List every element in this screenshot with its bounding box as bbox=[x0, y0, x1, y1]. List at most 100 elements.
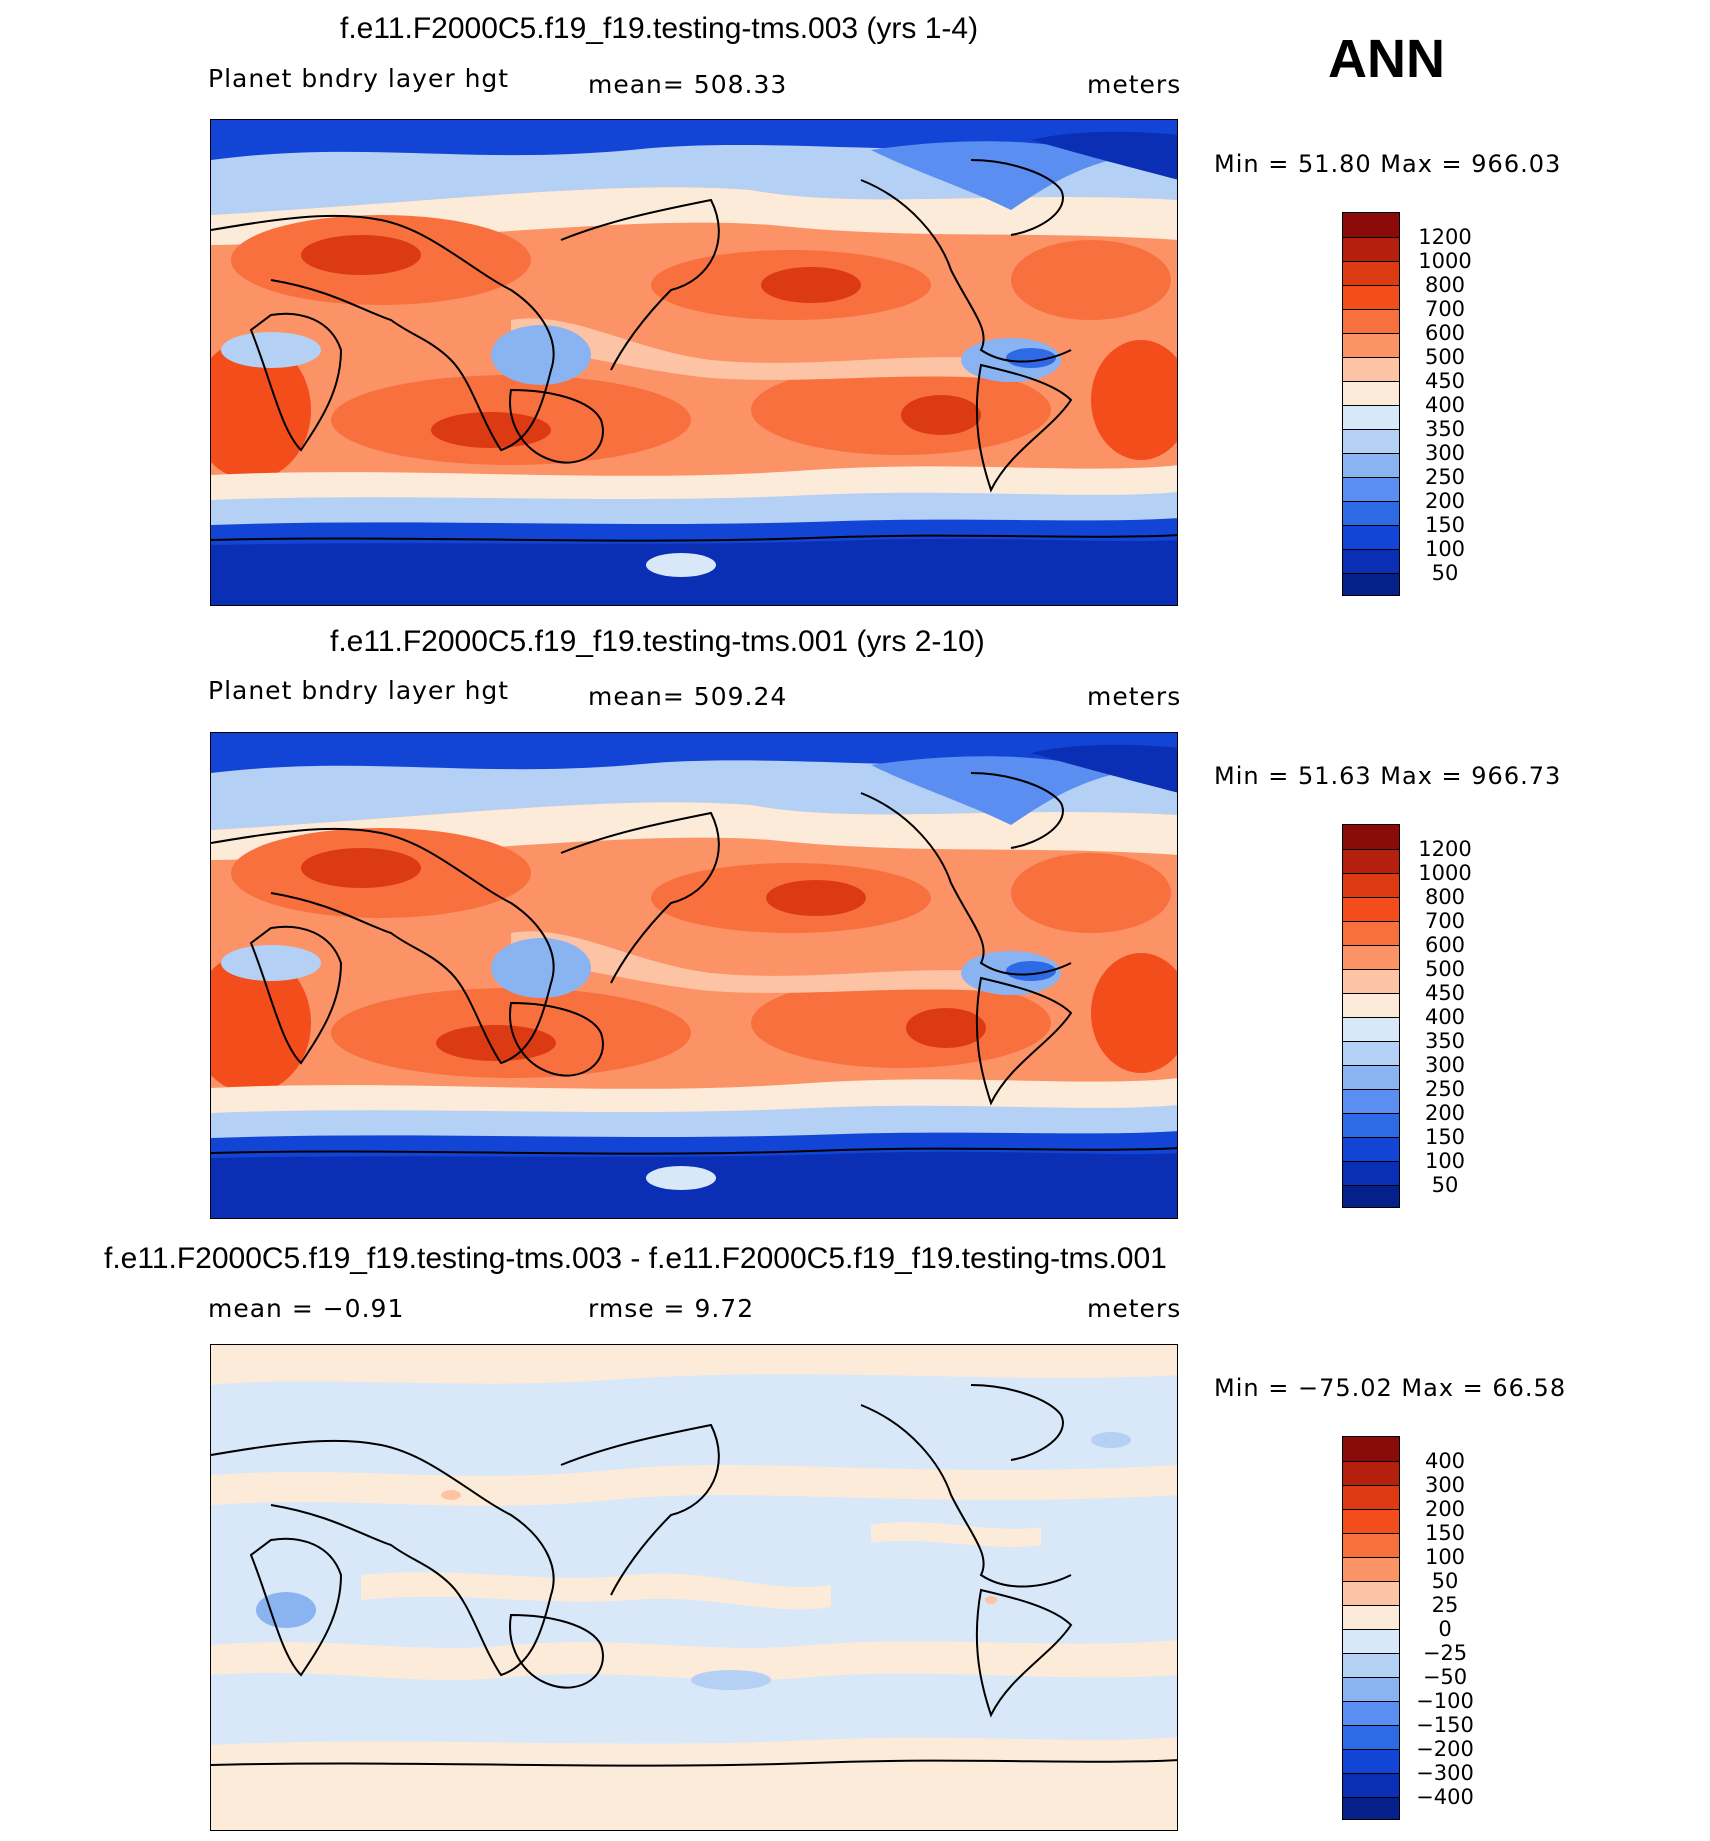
panel-2-tick: 600 bbox=[1424, 933, 1466, 957]
panel-1-title: f.e11.F2000C5.f19_f19.testing-tms.003 (y… bbox=[340, 12, 979, 45]
panel-1-map bbox=[210, 119, 1178, 606]
colorbar-1-box-13 bbox=[1343, 501, 1399, 525]
panel-3-mean: mean = −0.91 bbox=[208, 1294, 405, 1323]
panel-3-tick: 400 bbox=[1424, 1449, 1466, 1473]
colorbar-3-box-5 bbox=[1343, 1533, 1399, 1557]
panel-1-colorbar bbox=[1342, 212, 1400, 596]
colorbar-2-box-14 bbox=[1343, 1137, 1399, 1161]
colorbar-1-box-2 bbox=[1343, 237, 1399, 261]
colorbar-1-box-12 bbox=[1343, 477, 1399, 501]
colorbar-2-box-15 bbox=[1343, 1161, 1399, 1185]
colorbar-2-box-3 bbox=[1343, 873, 1399, 897]
panel-1-mean: mean= 508.33 bbox=[588, 70, 788, 99]
panel-2-tick: 300 bbox=[1424, 1053, 1466, 1077]
colorbar-2-box-10 bbox=[1343, 1041, 1399, 1065]
panel-1-tick: 100 bbox=[1424, 537, 1466, 561]
panel-3-title: f.e11.F2000C5.f19_f19.testing-tms.003 - … bbox=[104, 1242, 1167, 1275]
colorbar-3-box-14 bbox=[1343, 1749, 1399, 1773]
colorbar-3-box-15 bbox=[1343, 1773, 1399, 1797]
panel-3-tick: 100 bbox=[1424, 1545, 1466, 1569]
panel-1-tick: 150 bbox=[1424, 513, 1466, 537]
colorbar-3-box-6 bbox=[1343, 1557, 1399, 1581]
colorbar-3-box-16 bbox=[1343, 1797, 1399, 1819]
colorbar-1-box-15 bbox=[1343, 549, 1399, 573]
panel-2-tick: 150 bbox=[1424, 1125, 1466, 1149]
colorbar-3-box-2 bbox=[1343, 1461, 1399, 1485]
panel-3-units: meters bbox=[1087, 1294, 1182, 1323]
panel-2-colorbar bbox=[1342, 824, 1400, 1208]
colorbar-3-box-8 bbox=[1343, 1605, 1399, 1629]
panel-1-minmax: Min = 51.80 Max = 966.03 bbox=[1214, 150, 1562, 178]
panel-3-tick: 50 bbox=[1431, 1569, 1459, 1593]
panel-3-tick: −50 bbox=[1422, 1665, 1468, 1689]
colorbar-1-box-16 bbox=[1343, 573, 1399, 595]
panel-2-tick: 800 bbox=[1424, 885, 1466, 909]
panel-2-variable: Planet bndry layer hgt bbox=[208, 676, 510, 705]
panel-1-tick: 500 bbox=[1424, 345, 1466, 369]
panel-3-rmse: rmse = 9.72 bbox=[588, 1294, 755, 1323]
panel-2-tick: 200 bbox=[1424, 1101, 1466, 1125]
panel-2-title: f.e11.F2000C5.f19_f19.testing-tms.001 (y… bbox=[330, 625, 985, 658]
panel-1-tick: 400 bbox=[1424, 393, 1466, 417]
panel-2-mean: mean= 509.24 bbox=[588, 682, 788, 711]
colorbar-3-box-13 bbox=[1343, 1725, 1399, 1749]
colorbar-1-box-10 bbox=[1343, 429, 1399, 453]
panel-2-field bbox=[211, 733, 1177, 1218]
colorbar-1-box-5 bbox=[1343, 309, 1399, 333]
colorbar-2-box-12 bbox=[1343, 1089, 1399, 1113]
colorbar-3-box-9 bbox=[1343, 1629, 1399, 1653]
panel-1-tick: 50 bbox=[1431, 561, 1459, 585]
colorbar-1-box-9 bbox=[1343, 405, 1399, 429]
panel-3-tick: −100 bbox=[1416, 1689, 1474, 1713]
panel-3-tick: 150 bbox=[1424, 1521, 1466, 1545]
panel-3-tick: 200 bbox=[1424, 1497, 1466, 1521]
panel-3-map bbox=[210, 1344, 1178, 1831]
panel-3-field bbox=[211, 1345, 1177, 1830]
panel-2-tick: 1000 bbox=[1418, 861, 1472, 885]
colorbar-3-box-4 bbox=[1343, 1509, 1399, 1533]
panel-1-tick: 300 bbox=[1424, 441, 1466, 465]
panel-2-tick: 50 bbox=[1431, 1173, 1459, 1197]
colorbar-1-box-11 bbox=[1343, 453, 1399, 477]
panel-1-variable: Planet bndry layer hgt bbox=[208, 64, 510, 93]
panel-2-tick: 400 bbox=[1424, 1005, 1466, 1029]
colorbar-3-box-7 bbox=[1343, 1581, 1399, 1605]
panel-1-tick: 450 bbox=[1424, 369, 1466, 393]
colorbar-2-box-8 bbox=[1343, 993, 1399, 1017]
colorbar-1-box-3 bbox=[1343, 261, 1399, 285]
panel-3-tick: 0 bbox=[1438, 1617, 1452, 1641]
panel-1-tick: 250 bbox=[1424, 465, 1466, 489]
colorbar-3-box-10 bbox=[1343, 1653, 1399, 1677]
panel-3-tick: −400 bbox=[1416, 1785, 1474, 1809]
panel-3-minmax: Min = −75.02 Max = 66.58 bbox=[1214, 1374, 1567, 1402]
colorbar-1-box-8 bbox=[1343, 381, 1399, 405]
panel-2-tick: 350 bbox=[1424, 1029, 1466, 1053]
panel-1-field bbox=[211, 120, 1177, 605]
panel-3-tick: 25 bbox=[1431, 1593, 1459, 1617]
panel-3-colorbar bbox=[1342, 1436, 1400, 1820]
panel-3-tick: −150 bbox=[1416, 1713, 1474, 1737]
colorbar-2-box-7 bbox=[1343, 969, 1399, 993]
panel-2-units: meters bbox=[1087, 682, 1182, 711]
panel-3-tick: 300 bbox=[1424, 1473, 1466, 1497]
colorbar-3-box-12 bbox=[1343, 1701, 1399, 1725]
colorbar-3-box-3 bbox=[1343, 1485, 1399, 1509]
panel-2-tick: 100 bbox=[1424, 1149, 1466, 1173]
panel-2-tick: 1200 bbox=[1418, 837, 1472, 861]
colorbar-2-box-2 bbox=[1343, 849, 1399, 873]
colorbar-2-box-4 bbox=[1343, 897, 1399, 921]
panel-1-tick: 1200 bbox=[1418, 225, 1472, 249]
panel-3-tick: −300 bbox=[1416, 1761, 1474, 1785]
colorbar-2-box-13 bbox=[1343, 1113, 1399, 1137]
panel-2-tick: 450 bbox=[1424, 981, 1466, 1005]
panel-2-map bbox=[210, 732, 1178, 1219]
panel-1-units: meters bbox=[1087, 70, 1182, 99]
panel-1-tick: 1000 bbox=[1418, 249, 1472, 273]
panel-2-tick: 500 bbox=[1424, 957, 1466, 981]
colorbar-2-box-6 bbox=[1343, 945, 1399, 969]
panel-2-tick: 250 bbox=[1424, 1077, 1466, 1101]
colorbar-1-box-6 bbox=[1343, 333, 1399, 357]
colorbar-3-box-1 bbox=[1343, 1437, 1399, 1461]
colorbar-1-box-1 bbox=[1343, 213, 1399, 237]
season-label: ANN bbox=[1328, 29, 1445, 89]
